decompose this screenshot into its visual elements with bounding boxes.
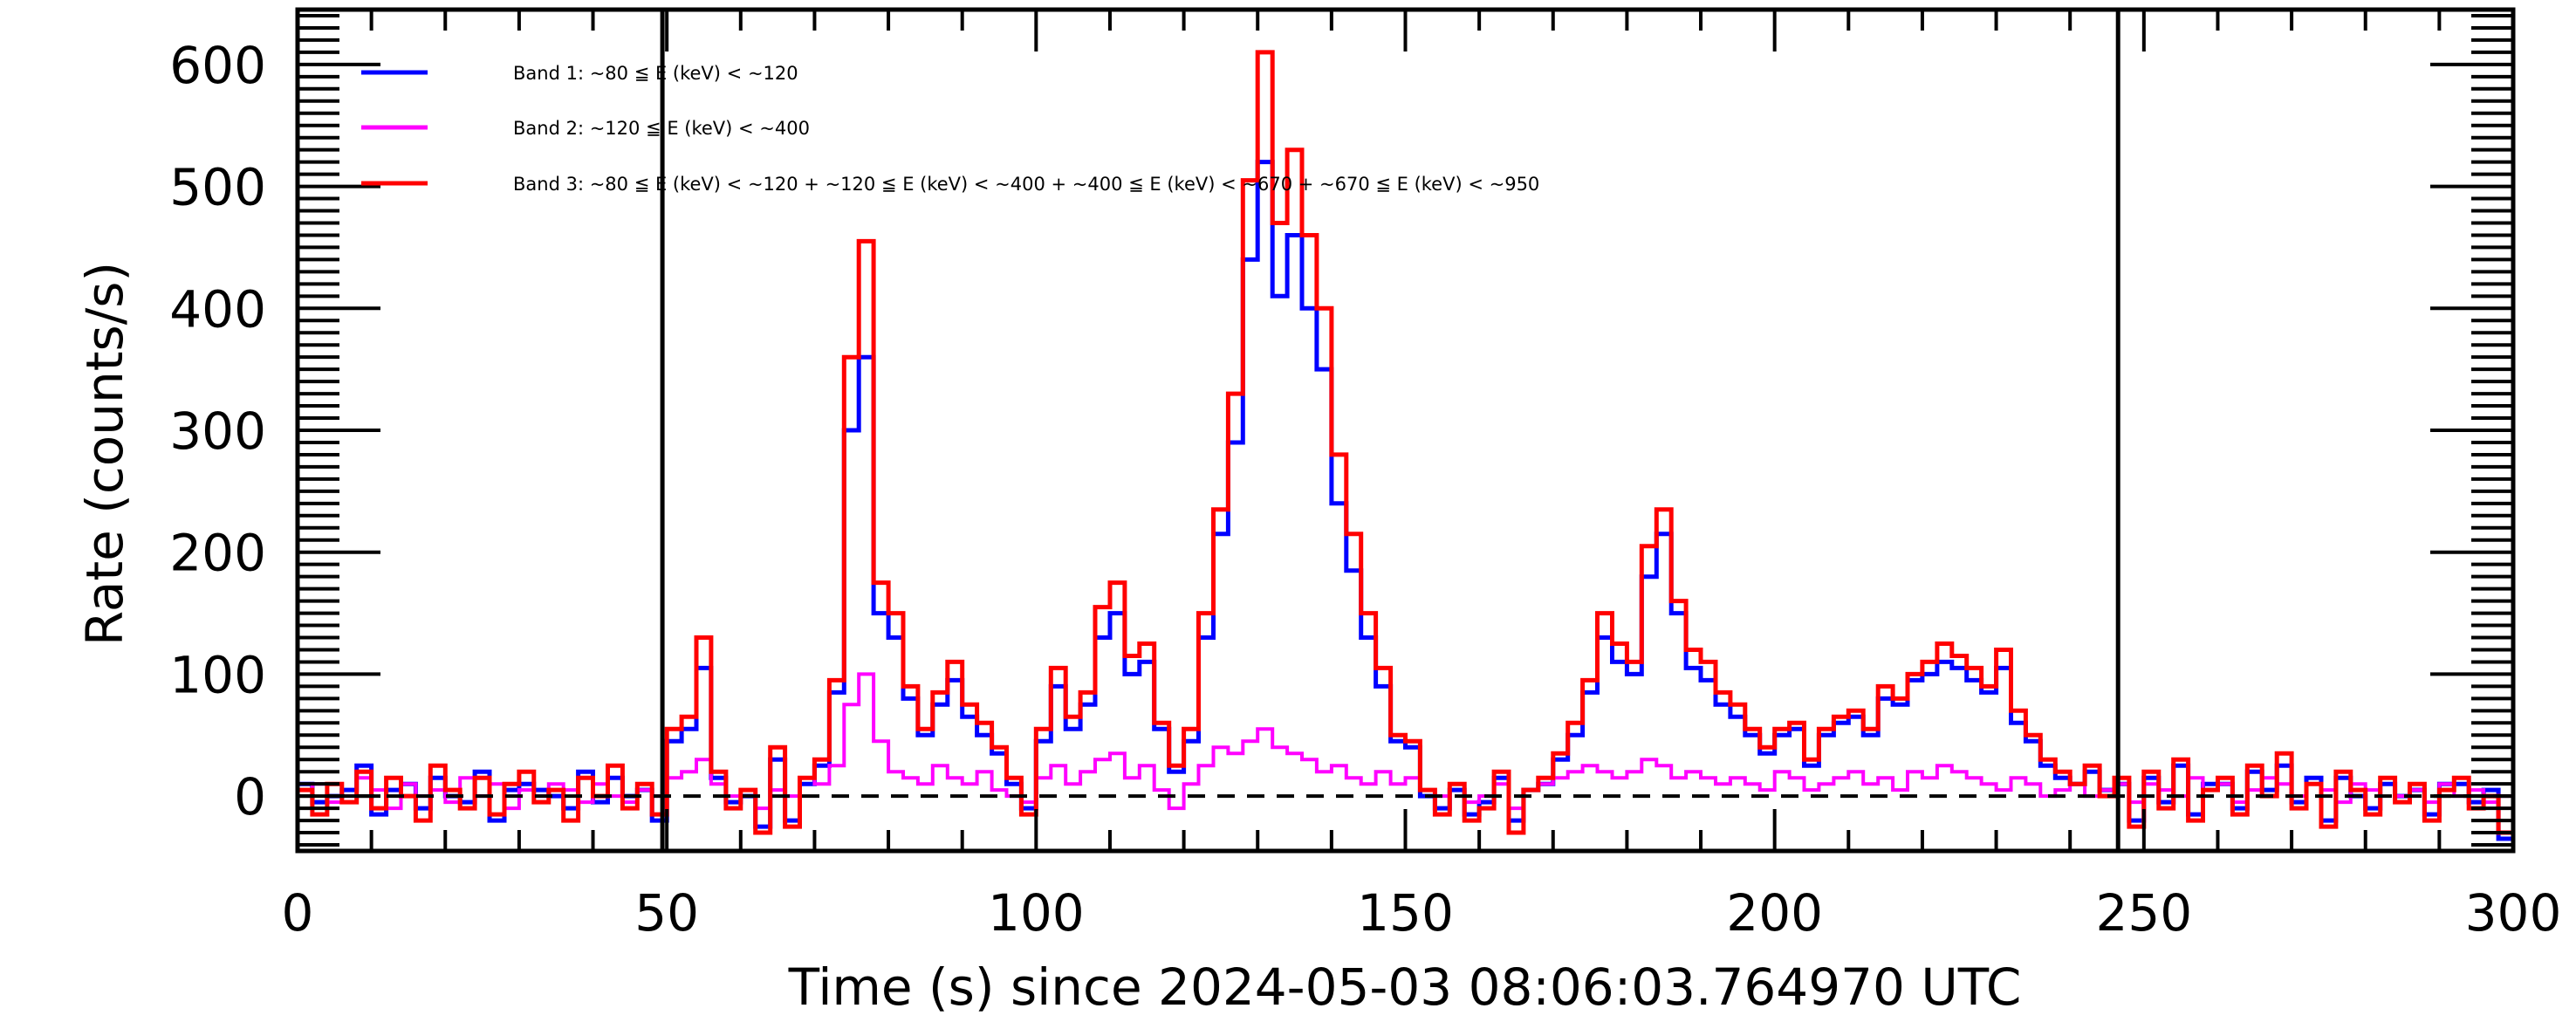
- x-tick-label: 50: [634, 883, 699, 943]
- series-line-band-3: [298, 50, 2513, 835]
- y-tick-label: 0: [234, 767, 266, 827]
- y-tick-label: 200: [169, 524, 266, 583]
- y-tick-label: 400: [169, 279, 266, 339]
- reference-lines: [298, 10, 2513, 851]
- y-tick-label: 100: [169, 645, 266, 704]
- axes: 0 50 100 150 200 250 300 0 100 200 300 400 500 600: [169, 7, 2562, 943]
- y-axis-title: Rate (counts/s): [75, 262, 134, 646]
- x-tick-label: 100: [988, 883, 1085, 943]
- y-tick-label: 500: [169, 158, 266, 217]
- y-tick-label: 600: [169, 36, 266, 95]
- x-tick-label: 300: [2465, 883, 2562, 943]
- x-tick-label: 150: [1357, 883, 1454, 943]
- x-axis-title: Time (s) since 2024-05-03 08:06:03.76497…: [788, 957, 2022, 1017]
- x-tick-label: 250: [2095, 883, 2192, 943]
- x-tick-label: 200: [1726, 883, 1823, 943]
- legend-label-band-2: Band 2: ~120 ≦ E (keV) < ~400: [513, 118, 810, 139]
- legend-label-band-1: Band 1: ~80 ≦ E (keV) < ~120: [513, 63, 798, 84]
- legend-label-band-3: Band 3: ~80 ≦ E (keV) < ~120 + ~120 ≦ E …: [513, 174, 1539, 195]
- x-tick-label: 0: [282, 883, 314, 943]
- series-layer: [298, 50, 2513, 841]
- y-tick-label: 300: [169, 401, 266, 461]
- legend: Band 1: ~80 ≦ E (keV) < ~120 Band 2: ~120…: [361, 63, 1539, 195]
